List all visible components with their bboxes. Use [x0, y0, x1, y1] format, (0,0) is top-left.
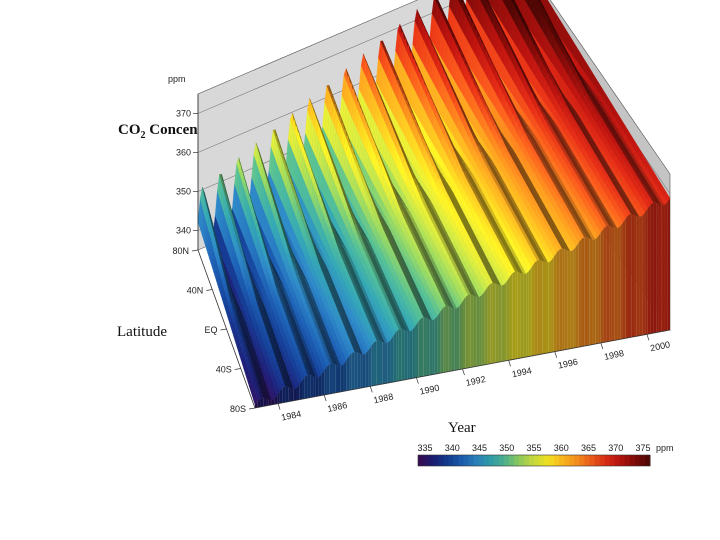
co2-surface [197, 0, 671, 408]
surface-facet [524, 0, 530, 7]
latitude-axis-title: Latitude [117, 324, 167, 340]
surface-facet [469, 0, 475, 12]
surface-facet [466, 0, 471, 6]
surface-facet [503, 0, 509, 9]
surface-facet [490, 0, 496, 11]
year-axis-title: Year [448, 420, 476, 436]
